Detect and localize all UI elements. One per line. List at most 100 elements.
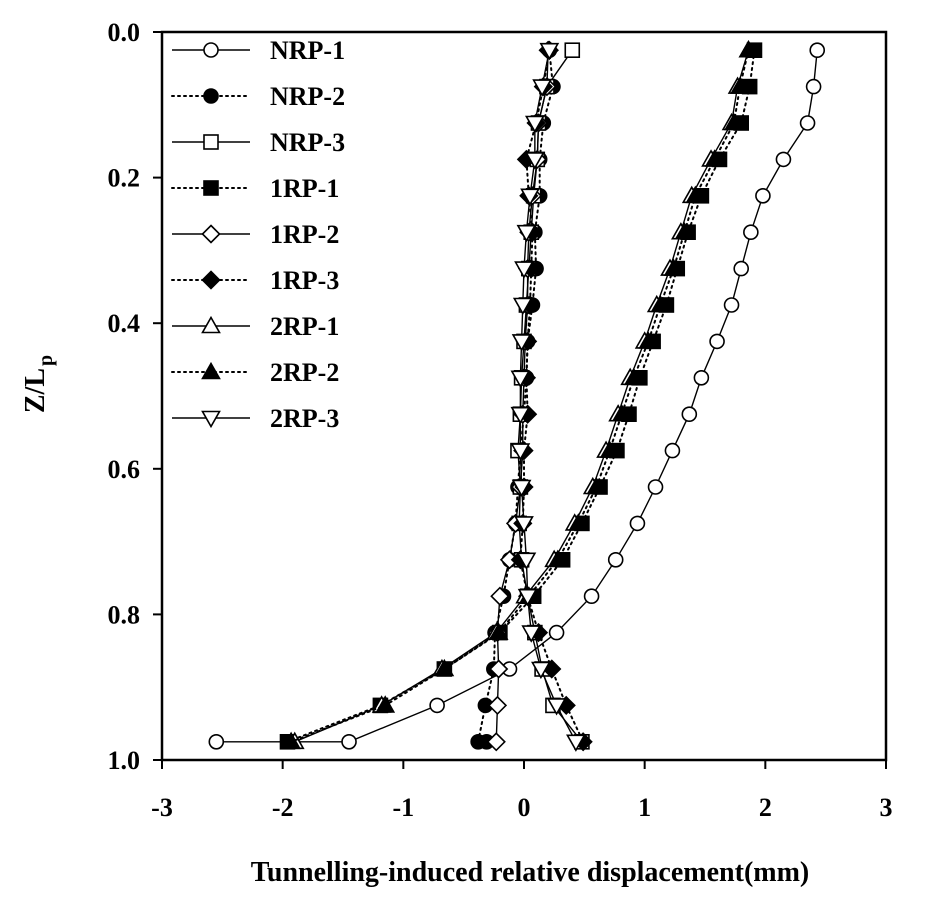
data-point-2RP-3 (531, 661, 551, 680)
x-tick-label: -1 (392, 793, 414, 822)
legend-marker (203, 180, 219, 196)
data-point-2RP-3 (516, 224, 537, 243)
data-point-2RP-3 (532, 79, 552, 97)
legend-item-2RP-1: 2RP-1 (172, 312, 339, 341)
data-point-NRP-1 (208, 733, 225, 750)
legend-item-1RP-1: 1RP-1 (171, 174, 339, 203)
data-point-2RP-2 (547, 549, 568, 568)
data-point-NRP-1 (583, 588, 600, 605)
series-NRP-3 (510, 42, 590, 750)
legend-label: NRP-3 (270, 128, 345, 157)
legend-item-NRP-3: NRP-3 (172, 128, 345, 157)
x-tick-label: 2 (759, 793, 772, 822)
data-point-2RP-2 (674, 222, 695, 240)
data-point-NRP-1 (548, 624, 565, 641)
data-point-2RP-3 (510, 406, 531, 425)
y-tick-label: 0.2 (108, 164, 141, 193)
legend-marker (203, 42, 219, 58)
data-point-2RP-3 (524, 115, 545, 134)
y-axis-title: Z/L p (20, 355, 57, 413)
data-point-2RP-2 (685, 185, 706, 204)
series-1RP-2 (486, 40, 558, 752)
data-point-2RP-3 (539, 42, 560, 61)
series-NRP-1 (208, 42, 826, 750)
data-point-NRP-1 (805, 78, 822, 95)
data-point-2RP-2 (281, 731, 301, 750)
data-point-NRP-1 (693, 369, 710, 386)
y-axis-title-main: Z/L (20, 368, 51, 413)
data-point-2RP-2 (704, 149, 725, 167)
data-point-1RP-2 (489, 659, 509, 679)
legend-item-2RP-3: 2RP-3 (172, 404, 339, 433)
series-2RP-3 (510, 42, 586, 752)
y-tick-label: 0.8 (108, 600, 141, 629)
legend-item-1RP-3: 1RP-3 (171, 266, 339, 295)
legend-label: 1RP-2 (270, 220, 339, 249)
data-point-2RP-3 (510, 443, 531, 461)
data-point-2RP-3 (514, 516, 534, 534)
data-point-2RP-2 (638, 331, 659, 349)
x-tick-label: 0 (518, 793, 531, 822)
legend-marker (201, 270, 221, 290)
legend-marker (201, 315, 221, 334)
data-point-2RP-3 (524, 152, 545, 170)
series-layer (208, 40, 826, 752)
data-point-NRP-1 (809, 42, 826, 59)
legend-label: 1RP-1 (270, 174, 339, 203)
data-point-NRP-1 (664, 442, 681, 459)
ticks-layer: -3 -2 -1 0 1 2 3 0.0 0.2 0.4 0.6 0.8 1.0 (108, 18, 893, 822)
data-point-2RP-3 (546, 698, 567, 716)
data-point-NRP-1 (681, 406, 698, 423)
y-tick-label: 1.0 (108, 746, 141, 775)
legend-marker (203, 134, 219, 150)
legend-item-2RP-2: 2RP-2 (171, 358, 339, 387)
data-point-1RP-2 (487, 695, 508, 716)
legend-label: 1RP-3 (270, 266, 339, 295)
data-point-2RP-3 (521, 625, 542, 643)
legend-label: 2RP-2 (270, 358, 339, 387)
data-point-2RP-3 (517, 588, 538, 607)
legend-marker (203, 88, 219, 104)
data-point-2RP-2 (623, 367, 644, 386)
x-tick-label: -3 (151, 793, 173, 822)
data-point-2RP-2 (650, 294, 671, 313)
data-point-NRP-1 (799, 115, 816, 131)
legend-item-NRP-1: NRP-1 (172, 36, 345, 65)
data-point-1RP-2 (490, 586, 510, 606)
x-tick-label: 1 (638, 793, 651, 822)
data-point-NRP-3 (564, 42, 581, 59)
legend-label: NRP-2 (270, 82, 345, 111)
y-tick-label: 0.6 (108, 455, 141, 484)
data-point-2RP-2 (730, 76, 750, 94)
data-point-2RP-3 (511, 479, 532, 498)
data-point-NRP-1 (647, 479, 664, 495)
data-point-2RP-2 (663, 258, 684, 276)
data-point-2RP-2 (375, 695, 396, 713)
data-point-NRP-1 (755, 188, 771, 204)
data-point-NRP-1 (709, 333, 725, 350)
legend-label: NRP-1 (270, 36, 345, 65)
legend-marker (201, 361, 221, 380)
legend-label: 2RP-3 (270, 404, 339, 433)
data-point-NRP-1 (743, 224, 759, 240)
data-point-2RP-3 (512, 297, 533, 316)
data-point-2RP-3 (511, 334, 532, 352)
data-point-NRP-1 (733, 260, 750, 277)
data-point-2RP-2 (488, 622, 509, 640)
y-axis-title-subscript: p (35, 355, 57, 366)
data-point-NRP-1 (629, 515, 646, 532)
data-point-NRP-1 (429, 697, 445, 714)
data-point-2RP-2 (724, 112, 744, 131)
data-point-2RP-3 (514, 261, 534, 279)
x-tick-label: -2 (272, 793, 294, 822)
legend-label: 2RP-1 (270, 312, 339, 341)
data-point-2RP-2 (599, 440, 620, 458)
data-point-2RP-3 (566, 734, 586, 752)
data-point-2RP-3 (520, 188, 540, 206)
data-point-NRP-1 (341, 733, 357, 750)
data-point-1RP-2 (486, 732, 506, 752)
data-point-NRP-1 (775, 151, 792, 168)
legend: NRP-1 NRP-2 NRP-3 1RP-1 1RP-2 1RP-3 2RP-1 2RP-2… (171, 36, 345, 433)
data-point-2RP-2 (738, 40, 759, 58)
